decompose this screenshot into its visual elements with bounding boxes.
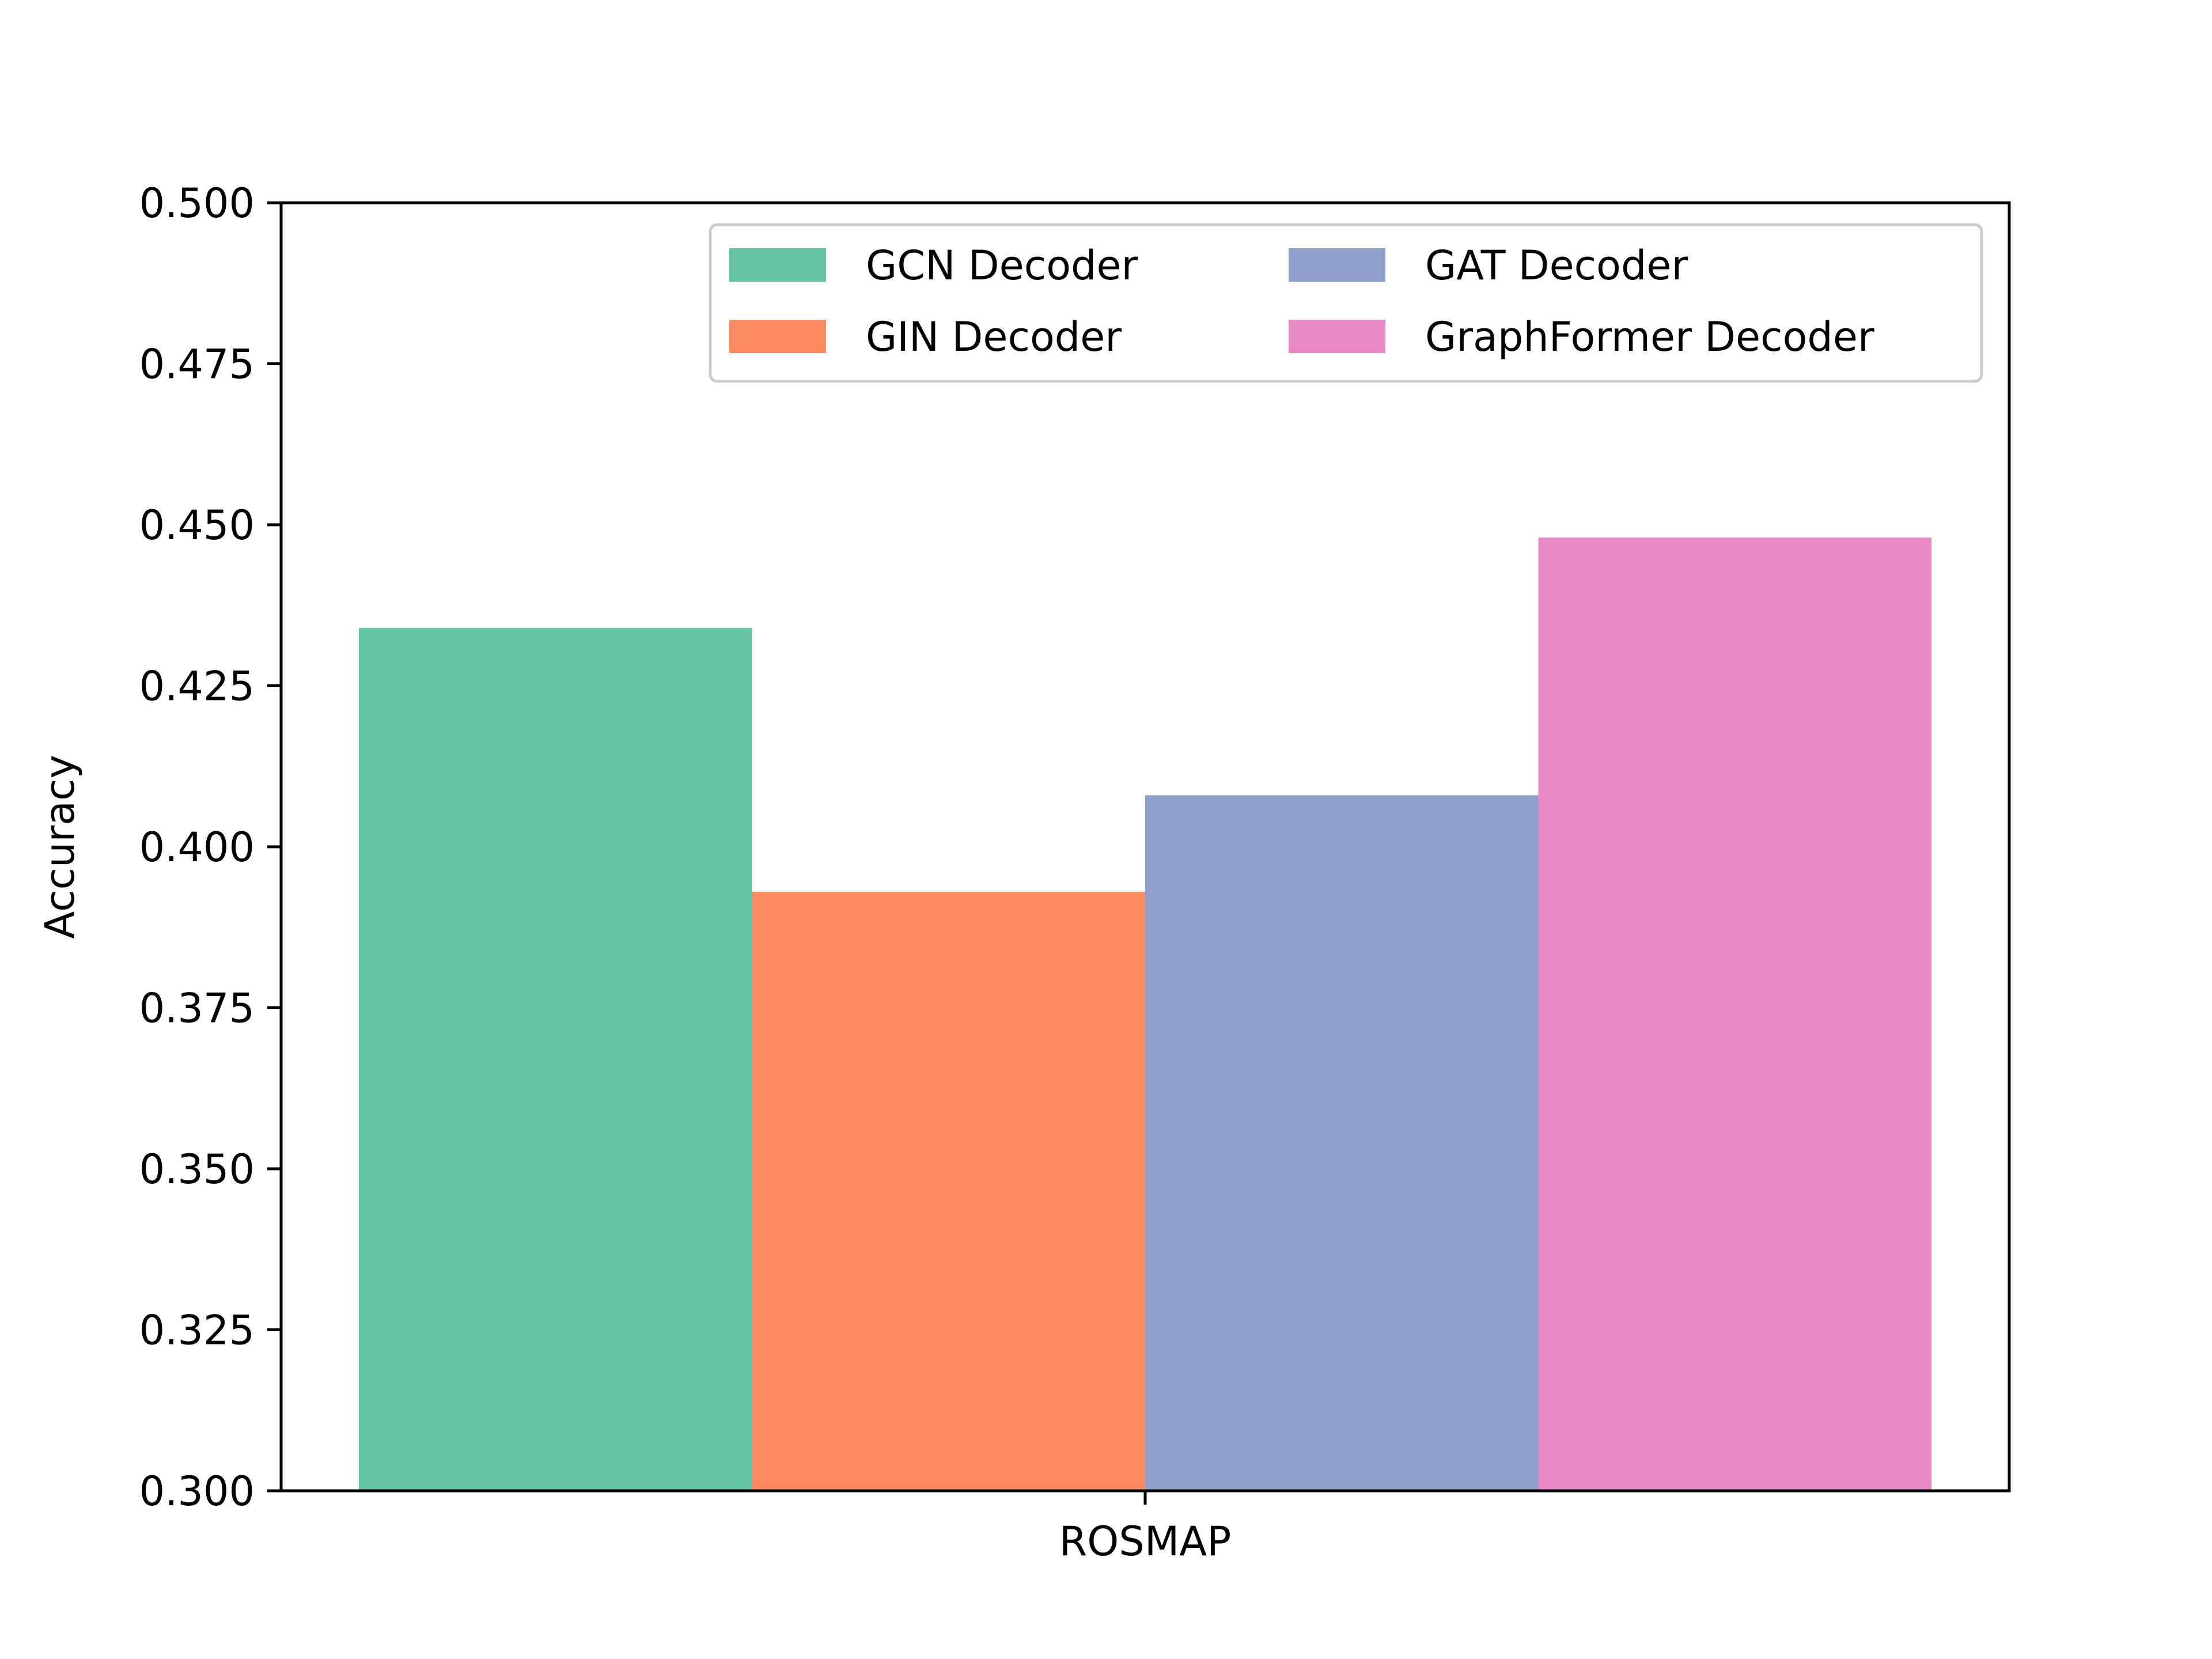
- y-tick-label: 0.375: [139, 985, 255, 1032]
- legend-swatch: [1289, 248, 1385, 282]
- bar-gin-decoder: [752, 892, 1145, 1491]
- y-tick-label: 0.300: [139, 1468, 255, 1515]
- y-tick-label: 0.400: [139, 824, 255, 871]
- x-tick-label: ROSMAP: [1059, 1518, 1232, 1565]
- legend-label: GAT Decoder: [1425, 242, 1688, 289]
- y-tick-label: 0.475: [139, 341, 255, 388]
- x-axis: ROSMAP: [1059, 1491, 1232, 1565]
- y-axis: 0.300 0.325 0.350 0.375 0.400 0.425 0.450 0.475…: [139, 180, 281, 1515]
- bars-layer: [359, 537, 1931, 1491]
- y-tick-label: 0.450: [139, 502, 255, 549]
- y-axis-label: Accuracy: [36, 755, 84, 939]
- legend-label: GCN Decoder: [866, 242, 1138, 289]
- y-tick-label: 0.425: [139, 663, 255, 710]
- legend-swatch: [729, 320, 826, 353]
- bar-graphformer-decoder: [1538, 537, 1931, 1491]
- y-tick-label: 0.500: [139, 180, 255, 227]
- legend-frame: [709, 223, 1983, 383]
- bar-gat-decoder: [1145, 795, 1539, 1491]
- legend-label: GIN Decoder: [866, 313, 1122, 361]
- legend-swatch: [729, 248, 826, 282]
- legend: GCN Decoder GIN Decoder GAT Decoder GraphFo…: [709, 223, 1983, 383]
- legend-swatch: [1289, 320, 1385, 353]
- y-tick-label: 0.325: [139, 1307, 255, 1354]
- y-tick-label: 0.350: [139, 1146, 255, 1193]
- bar-gcn-decoder: [359, 627, 752, 1491]
- legend-label: GraphFormer Decoder: [1425, 313, 1874, 361]
